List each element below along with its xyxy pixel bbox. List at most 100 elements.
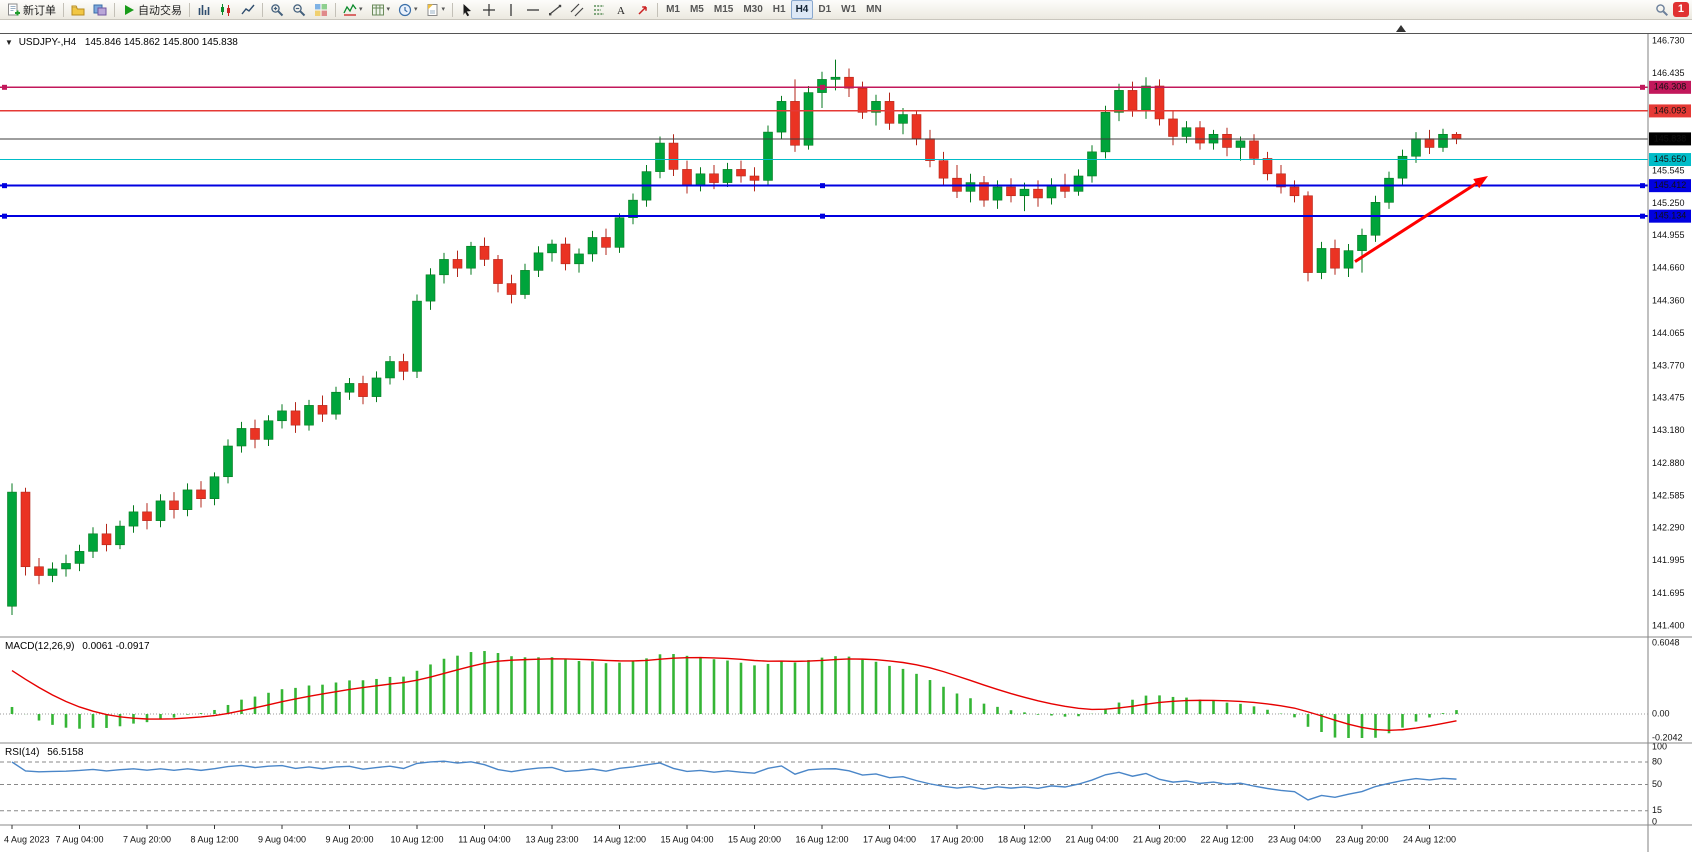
candle-chart-icon xyxy=(219,3,233,17)
templates-button[interactable]: ▾ xyxy=(422,0,450,19)
arrows-icon xyxy=(636,3,650,17)
timeframe-w1-button[interactable]: W1 xyxy=(836,0,861,19)
auto-trading-button[interactable]: 自动交易 xyxy=(118,0,186,19)
svg-text:146.435: 146.435 xyxy=(1652,68,1685,78)
svg-text:4 Aug 2023: 4 Aug 2023 xyxy=(4,834,50,844)
svg-text:23 Aug 04:00: 23 Aug 04:00 xyxy=(1268,834,1321,844)
svg-text:21 Aug 04:00: 21 Aug 04:00 xyxy=(1065,834,1118,844)
toolbar-separator xyxy=(452,2,454,17)
chart-canvas[interactable]: 146.730 146.435 145.545 145.250 144.955 144.6… xyxy=(0,34,1692,852)
trend-arrow-annotation[interactable] xyxy=(1354,176,1488,263)
arrows-button[interactable] xyxy=(632,0,654,19)
svg-text:17 Aug 20:00: 17 Aug 20:00 xyxy=(930,834,983,844)
line-handle[interactable] xyxy=(1640,213,1645,219)
profiles-icon xyxy=(71,3,85,17)
svg-text:18 Aug 12:00: 18 Aug 12:00 xyxy=(998,834,1051,844)
toolbar-separator xyxy=(262,2,263,17)
dropdown-caret-icon: ▾ xyxy=(386,6,391,13)
timeframe-h1-button[interactable]: H1 xyxy=(768,0,791,19)
price-axis[interactable]: 146.730 146.435 145.545 145.250 144.955 144.6… xyxy=(1647,34,1691,852)
cursor-icon xyxy=(460,3,474,17)
toolbar-separator xyxy=(114,2,115,17)
charts-icon xyxy=(93,3,107,17)
zoom-in-button[interactable] xyxy=(266,0,288,19)
svg-text:141.995: 141.995 xyxy=(1652,555,1685,565)
timeframe-m15-button[interactable]: M15 xyxy=(709,0,738,19)
profiles-button[interactable] xyxy=(67,0,89,19)
macd-pane xyxy=(0,651,1648,738)
svg-text:15 Aug 20:00: 15 Aug 20:00 xyxy=(728,834,781,844)
templates-icon xyxy=(426,3,440,17)
tile-windows-icon xyxy=(314,3,328,17)
timeframe-m30-button[interactable]: M30 xyxy=(738,0,767,19)
line-handle[interactable] xyxy=(820,213,825,219)
svg-text:14 Aug 12:00: 14 Aug 12:00 xyxy=(593,834,646,844)
rsi-pane xyxy=(0,760,1648,812)
line-chart-icon xyxy=(241,3,255,17)
dropdown-caret-icon: ▾ xyxy=(441,6,446,13)
svg-text:144.065: 144.065 xyxy=(1652,328,1685,338)
line-handle[interactable] xyxy=(1640,183,1645,189)
text-button[interactable]: A xyxy=(610,0,632,19)
svg-text:13 Aug 23:00: 13 Aug 23:00 xyxy=(525,834,578,844)
macd-histogram xyxy=(10,651,1458,738)
trendline-button[interactable] xyxy=(544,0,566,19)
search-icon[interactable] xyxy=(1655,3,1669,17)
periods-icon xyxy=(371,3,385,17)
svg-text:50: 50 xyxy=(1652,779,1662,789)
indicators-button[interactable]: ▾ xyxy=(339,0,367,19)
line-handle[interactable] xyxy=(2,84,7,90)
bar-chart-button[interactable] xyxy=(193,0,215,19)
svg-text:143.770: 143.770 xyxy=(1652,360,1685,370)
timeframe-h4-button[interactable]: H4 xyxy=(790,0,814,19)
line-chart-button[interactable] xyxy=(237,0,259,19)
chart-window[interactable]: 146.730 146.435 145.545 145.250 144.955 144.6… xyxy=(0,33,1692,852)
svg-text:145.412: 145.412 xyxy=(1654,180,1687,190)
zoom-out-button[interactable] xyxy=(288,0,310,19)
main-toolbar: 新订单 自动交易 ▾ ▾ ▾ ▾ A M1 M5 M15 M30 H1 H4 D1 W1 MN 1 xyxy=(0,0,1692,20)
svg-text:17 Aug 04:00: 17 Aug 04:00 xyxy=(863,834,916,844)
chart-shift-marker[interactable] xyxy=(1396,25,1406,32)
fibonacci-button[interactable] xyxy=(588,0,610,19)
svg-text:143.475: 143.475 xyxy=(1652,393,1685,403)
time-axis[interactable]: 4 Aug 2023 7 Aug 04:00 7 Aug 20:00 8 Aug 12… xyxy=(4,825,1456,844)
timeframe-m1-button[interactable]: M1 xyxy=(661,0,685,19)
line-handle[interactable] xyxy=(820,183,825,189)
channel-button[interactable] xyxy=(566,0,588,19)
text-icon: A xyxy=(614,3,628,17)
candlestick-chart-button[interactable] xyxy=(215,0,237,19)
timeframe-label: H4 xyxy=(795,4,809,15)
toolbar-separator xyxy=(189,2,190,17)
horizontal-line-button[interactable] xyxy=(522,0,544,19)
timeframe-label: MN xyxy=(866,4,882,15)
svg-text:A: A xyxy=(617,5,625,17)
price-label-145.412: 145.412 xyxy=(1649,179,1691,193)
svg-text:144.955: 144.955 xyxy=(1652,230,1685,240)
clock-button[interactable]: ▾ xyxy=(394,0,422,19)
line-handle[interactable] xyxy=(1640,84,1645,90)
svg-text:100: 100 xyxy=(1652,741,1667,751)
crosshair-button[interactable] xyxy=(478,0,500,19)
cursor-button[interactable] xyxy=(456,0,478,19)
vertical-line-button[interactable] xyxy=(500,0,522,19)
tile-windows-button[interactable] xyxy=(310,0,332,19)
svg-text:146.308: 146.308 xyxy=(1654,82,1687,92)
timeframe-mn-button[interactable]: MN xyxy=(861,0,887,19)
current-price-label: 145.838 xyxy=(1649,132,1691,146)
charts-button[interactable] xyxy=(89,0,111,19)
hline-icon xyxy=(526,3,540,17)
svg-text:145.650: 145.650 xyxy=(1654,154,1687,164)
timeframe-m5-button[interactable]: M5 xyxy=(685,0,709,19)
svg-text:145.838: 145.838 xyxy=(1654,133,1687,143)
line-handle[interactable] xyxy=(2,183,7,189)
svg-text:141.695: 141.695 xyxy=(1652,588,1685,598)
notification-badge[interactable]: 1 xyxy=(1672,2,1689,17)
line-handle[interactable] xyxy=(2,213,7,219)
svg-text:0.6048: 0.6048 xyxy=(1652,637,1680,647)
line-handle[interactable] xyxy=(820,84,825,90)
new-order-button[interactable]: 新订单 xyxy=(3,0,60,19)
dropdown-caret-icon: ▾ xyxy=(414,6,418,13)
channel-icon xyxy=(570,3,584,17)
periods-button[interactable]: ▾ xyxy=(367,0,395,19)
timeframe-d1-button[interactable]: D1 xyxy=(813,0,836,19)
